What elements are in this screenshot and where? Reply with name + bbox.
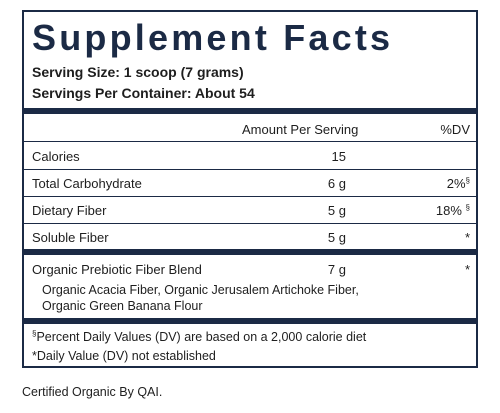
footnote-text: Percent Daily Values (DV) are based on a… <box>36 330 367 344</box>
title: Supplement Facts <box>32 17 394 58</box>
blend-ingredient: Organic Green Banana Flour <box>42 299 203 313</box>
amount-header: Amount Per Serving <box>242 122 359 137</box>
facts-panel: Supplement Facts Serving Size: 1 scoop (… <box>22 10 478 368</box>
rule <box>24 108 476 114</box>
dv-header: %DV <box>440 122 470 137</box>
dv-value: 2% <box>446 176 466 191</box>
row-name: Organic Prebiotic Fiber Blend <box>32 262 202 277</box>
row-amount: 7 g <box>327 262 346 277</box>
serving-size: Serving Size: 1 scoop (7 grams) <box>32 64 244 80</box>
rule <box>24 318 476 324</box>
servings-per-container: Servings Per Container: About 54 <box>32 85 255 101</box>
row-name: Total Carbohydrate <box>32 176 142 191</box>
row-amount: 15 <box>331 149 346 164</box>
blend-ingredient: Organic Acacia Fiber, Organic Jerusalem … <box>42 283 359 297</box>
footnote-mark: § <box>32 329 37 338</box>
row-amount: 6 g <box>327 176 346 191</box>
dv-note: § <box>465 176 470 185</box>
rule <box>24 223 476 224</box>
row-amount: 5 g <box>327 230 346 245</box>
footnote: *Daily Value (DV) not established <box>32 349 216 363</box>
row-dv: * <box>464 230 470 245</box>
rule <box>24 249 476 255</box>
row-dv: * <box>464 262 470 277</box>
row-dv: 18% § <box>436 203 470 219</box>
row-amount: 5 g <box>327 203 346 218</box>
row-name: Calories <box>32 149 80 164</box>
row-dv: 2%§ <box>447 176 470 192</box>
certification: Certified Organic By QAI. <box>22 385 163 399</box>
footnote: §Percent Daily Values (DV) are based on … <box>32 329 366 345</box>
rule <box>24 169 476 170</box>
row-name: Soluble Fiber <box>32 230 109 245</box>
dv-note: § <box>465 203 470 212</box>
row-name: Dietary Fiber <box>32 203 107 218</box>
rule <box>24 141 476 142</box>
dv-value: 18% <box>435 203 462 218</box>
rule <box>24 196 476 197</box>
